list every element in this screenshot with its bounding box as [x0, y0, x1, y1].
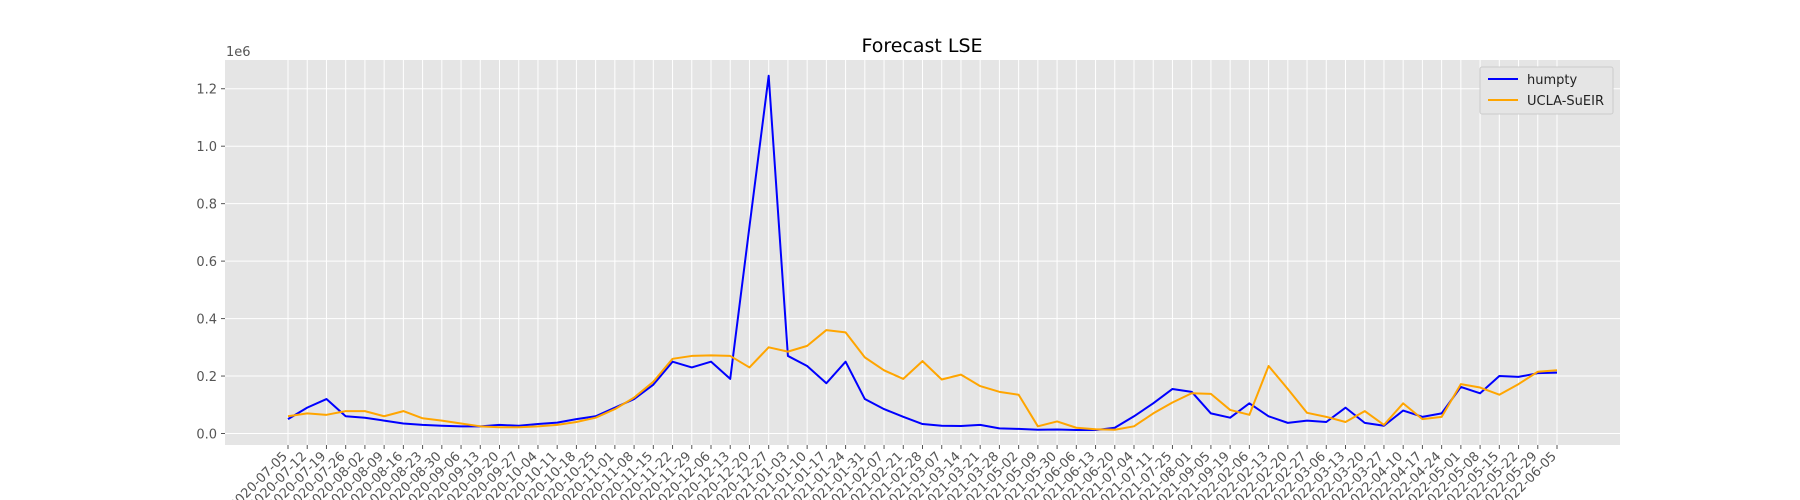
legend: humpty UCLA-SuEIR — [1479, 66, 1614, 115]
y-tick-label: 0.4 — [196, 313, 217, 328]
y-tick-label: 0.2 — [196, 370, 217, 385]
series-line-ucla-sueir — [287, 329, 1558, 431]
y-scale-label: 1e6 — [226, 45, 251, 60]
series-line-humpty — [287, 74, 1558, 432]
y-tick-label: 0.8 — [196, 198, 217, 213]
y-tick-label: 1.0 — [196, 140, 217, 155]
y-tick-label: 0.0 — [196, 428, 217, 443]
legend-label-humpty: humpty — [1527, 73, 1577, 88]
legend-label-ucla-sueir: UCLA-SuEIR — [1527, 94, 1604, 109]
y-tick-label: 1.2 — [196, 83, 217, 98]
x-axis: 2020-07-052020-07-122020-07-192020-07-26… — [227, 445, 1560, 500]
y-tick-label: 0.6 — [196, 255, 217, 270]
y-axis: 0.0 0.2 0.4 0.6 0.8 1.0 1.2 — [196, 83, 225, 443]
series-layer — [287, 74, 1558, 432]
chart-title: Forecast LSE — [861, 35, 982, 57]
